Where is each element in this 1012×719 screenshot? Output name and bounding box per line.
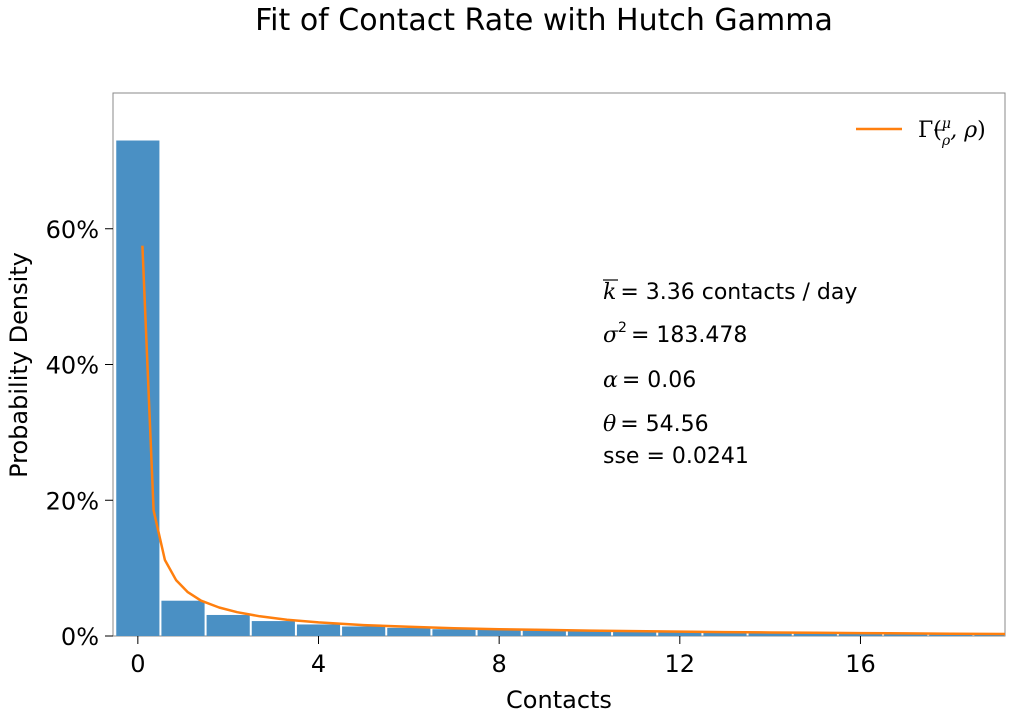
- plot-frame: [112, 92, 1006, 637]
- y-axis-ticks: 0% 20% 40% 60%: [46, 216, 113, 651]
- alpha-annotation-value: = 0.06: [622, 368, 696, 393]
- chart-title: Fit of Contact Rate with Hutch Gamma: [255, 3, 833, 38]
- histogram-bar: [884, 633, 928, 636]
- x-tick-label: 0: [130, 650, 145, 678]
- histogram-bar: [432, 629, 476, 636]
- x-axis-label: Contacts: [506, 686, 612, 714]
- histogram-bar: [929, 634, 973, 636]
- y-axis-label: Probability Density: [5, 252, 33, 478]
- histogram-bar: [613, 631, 657, 636]
- histogram-bar: [522, 630, 566, 636]
- legend: Γ(μ ρ, ρ): [856, 116, 986, 149]
- histogram-bar: [116, 140, 160, 636]
- fit-line: [141, 245, 1006, 636]
- histogram-bar: [251, 621, 295, 636]
- histogram-bar: [748, 632, 792, 636]
- y-tick-label: 0%: [61, 623, 99, 651]
- histogram-bar: [703, 632, 747, 636]
- y-tick-label: 40%: [46, 352, 99, 380]
- histogram-bars: [116, 140, 1004, 636]
- histogram-bar: [838, 633, 883, 636]
- fit-statistics: k = 3.36 contacts / day σ2 = 183.478 α = 0.…: [603, 279, 857, 469]
- variance-annotation-value: = 183.478: [631, 323, 747, 348]
- fit-line-group: [141, 245, 1006, 636]
- histogram-bar: [387, 627, 431, 636]
- x-axis-ticks: 0 4 8 12 16: [130, 636, 876, 678]
- x-tick-label: 8: [492, 650, 507, 678]
- histogram-bar: [477, 629, 521, 636]
- histogram-bar: [658, 632, 702, 636]
- x-tick-label: 12: [665, 650, 696, 678]
- histogram-bar: [161, 600, 205, 636]
- y-tick-label: 20%: [46, 487, 99, 515]
- histogram-bar: [296, 624, 341, 636]
- x-tick-label: 4: [311, 650, 326, 678]
- histogram-bar: [793, 633, 837, 636]
- y-tick-label: 60%: [46, 216, 99, 244]
- x-tick-label: 16: [845, 650, 876, 678]
- sse-annotation: sse = 0.0241: [603, 444, 749, 469]
- legend-label: Γ(μ ρ, ρ): [918, 116, 986, 149]
- theta-annotation-value: = 54.56: [620, 412, 708, 437]
- histogram-bar: [567, 631, 612, 636]
- alpha-annotation: α = 0.06: [603, 368, 696, 393]
- mean-annotation: k = 3.36 contacts / day: [603, 280, 857, 305]
- histogram-bar: [342, 626, 386, 636]
- mean-annotation-value: = 3.36 contacts / day: [620, 280, 857, 305]
- theta-annotation: θ = 54.56: [603, 412, 709, 437]
- histogram-bar: [206, 614, 250, 636]
- variance-annotation: σ2 = 183.478: [603, 320, 747, 348]
